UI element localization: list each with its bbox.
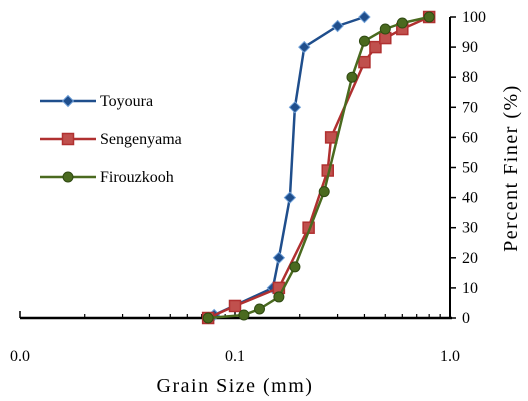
y-tick-label: 10 [462, 280, 478, 297]
legend-marker-firouzkooh [62, 171, 74, 183]
data-point-firouzkooh [253, 303, 265, 315]
data-point-firouzkooh [423, 11, 435, 23]
legend-label-firouzkooh: Firouzkooh [100, 169, 174, 186]
y-axis-title: Percent Finer (%) [500, 84, 522, 252]
x-tick-label: 0.0 [10, 348, 30, 365]
data-point-firouzkooh [346, 71, 358, 83]
y-tick-label: 100 [462, 9, 486, 26]
legend: Toyoura Sengenyama Firouzkooh [40, 93, 182, 186]
data-point-firouzkooh [358, 35, 370, 47]
data-point-firouzkooh [202, 312, 214, 324]
series-line-sengenyama [207, 15, 430, 320]
data-point-sengenyama [228, 299, 242, 313]
y-tick-label: 70 [462, 99, 478, 116]
series-layer [201, 10, 436, 325]
data-point-sengenyama [358, 55, 371, 69]
series-line-firouzkooh [207, 15, 430, 320]
data-point-firouzkooh [289, 261, 301, 273]
legend-marker-sengenyama [61, 132, 75, 146]
y-tick-label: 20 [462, 250, 478, 267]
series-toyoura [201, 10, 371, 325]
data-point-toyoura [272, 251, 286, 265]
x-axis-title: Grain Size (mm) [157, 375, 314, 397]
data-point-firouzkooh [379, 23, 391, 35]
axes: 0.0 0.1 1.0 0 10 20 30 40 50 60 70 80 90 100 [10, 9, 486, 365]
y-tick-label: 60 [462, 129, 478, 146]
data-point-firouzkooh [238, 309, 250, 321]
x-tick-label: 0.1 [225, 348, 245, 365]
data-point-firouzkooh [318, 186, 330, 198]
y-tick-label: 50 [462, 160, 478, 177]
y-axis-ticks: 0 10 20 30 40 50 60 70 80 90 100 [450, 9, 486, 327]
y-tick-label: 30 [462, 220, 478, 237]
legend-label-sengenyama: Sengenyama [100, 131, 182, 148]
data-point-toyoura [358, 10, 371, 24]
data-point-sengenyama [324, 131, 338, 144]
series-sengenyama [201, 10, 436, 325]
data-point-firouzkooh [396, 17, 408, 29]
series-firouzkooh [202, 11, 435, 324]
data-point-toyoura [331, 19, 344, 33]
data-point-toyoura [298, 40, 311, 54]
y-tick-label: 90 [462, 39, 478, 56]
legend-marker-toyoura [61, 94, 75, 108]
y-tick-label: 0 [462, 310, 470, 327]
data-point-toyoura [288, 101, 302, 114]
data-point-sengenyama [369, 40, 382, 54]
legend-label-toyoura: Toyoura [100, 93, 153, 110]
y-tick-label: 80 [462, 69, 478, 86]
data-point-toyoura [283, 191, 297, 204]
data-point-firouzkooh [273, 291, 285, 303]
y-tick-label: 40 [462, 190, 478, 207]
x-tick-label: 1.0 [440, 348, 460, 365]
